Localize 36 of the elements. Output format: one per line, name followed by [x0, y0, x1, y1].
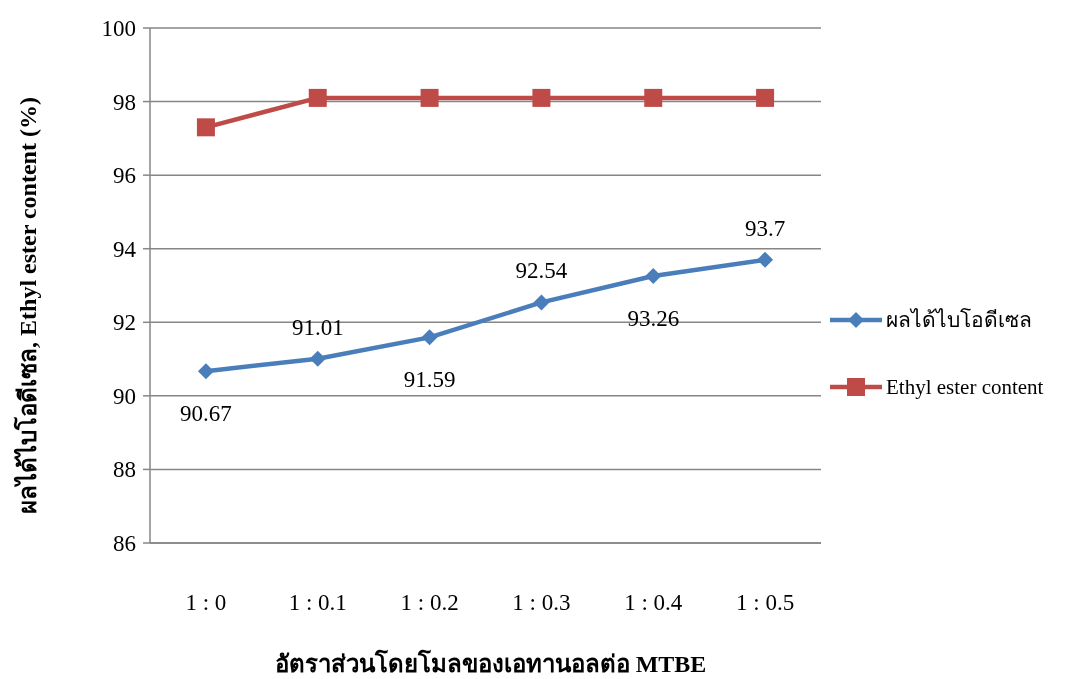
data-label: 93.7	[744, 215, 786, 241]
x-tick-label: 1 : 0.1	[288, 590, 347, 615]
data-label: 91.01	[291, 314, 344, 340]
y-tick-label: 94	[113, 236, 137, 262]
point	[308, 88, 327, 107]
y-axis-title: ผลได้ไบโอดีเซล, Ethyl ester content (%)	[13, 97, 41, 514]
point	[197, 363, 214, 380]
data-label: 92.54	[515, 258, 568, 284]
point	[645, 267, 662, 284]
point	[532, 88, 551, 107]
point	[421, 329, 438, 346]
point	[756, 88, 775, 107]
legend-label: Ethyl ester content	[886, 375, 1044, 400]
point	[196, 118, 215, 137]
x-tick-label: 1 : 0.4	[624, 590, 683, 615]
y-tick-label: 92	[113, 310, 136, 336]
x-tick-label: 1 : 0.5	[736, 590, 795, 615]
point	[644, 88, 663, 107]
point	[533, 294, 550, 311]
point	[309, 350, 326, 367]
x-axis-title: อัตราส่วนโดยโมลของเอทานอลต่อ MTBE	[274, 649, 707, 677]
y-tick-label: 100	[101, 16, 136, 42]
x-tick-label: 1 : 0.3	[512, 590, 571, 615]
data-label: 91.59	[403, 367, 456, 393]
y-tick-label: 88	[113, 457, 136, 483]
point	[757, 251, 774, 268]
data-label: 93.26	[627, 305, 680, 331]
y-tick-label: 98	[113, 89, 136, 115]
y-tick-label: 96	[113, 163, 136, 189]
x-tick-label: 1 : 0	[185, 590, 227, 615]
y-tick-label: 90	[113, 383, 136, 409]
data-label: 90.67	[180, 401, 232, 427]
x-tick-label: 1 : 0.2	[400, 590, 459, 615]
legend-label: ผลได้ไบโอดีเซล	[886, 308, 1032, 333]
point	[420, 88, 439, 107]
y-tick-label: 86	[113, 531, 136, 557]
